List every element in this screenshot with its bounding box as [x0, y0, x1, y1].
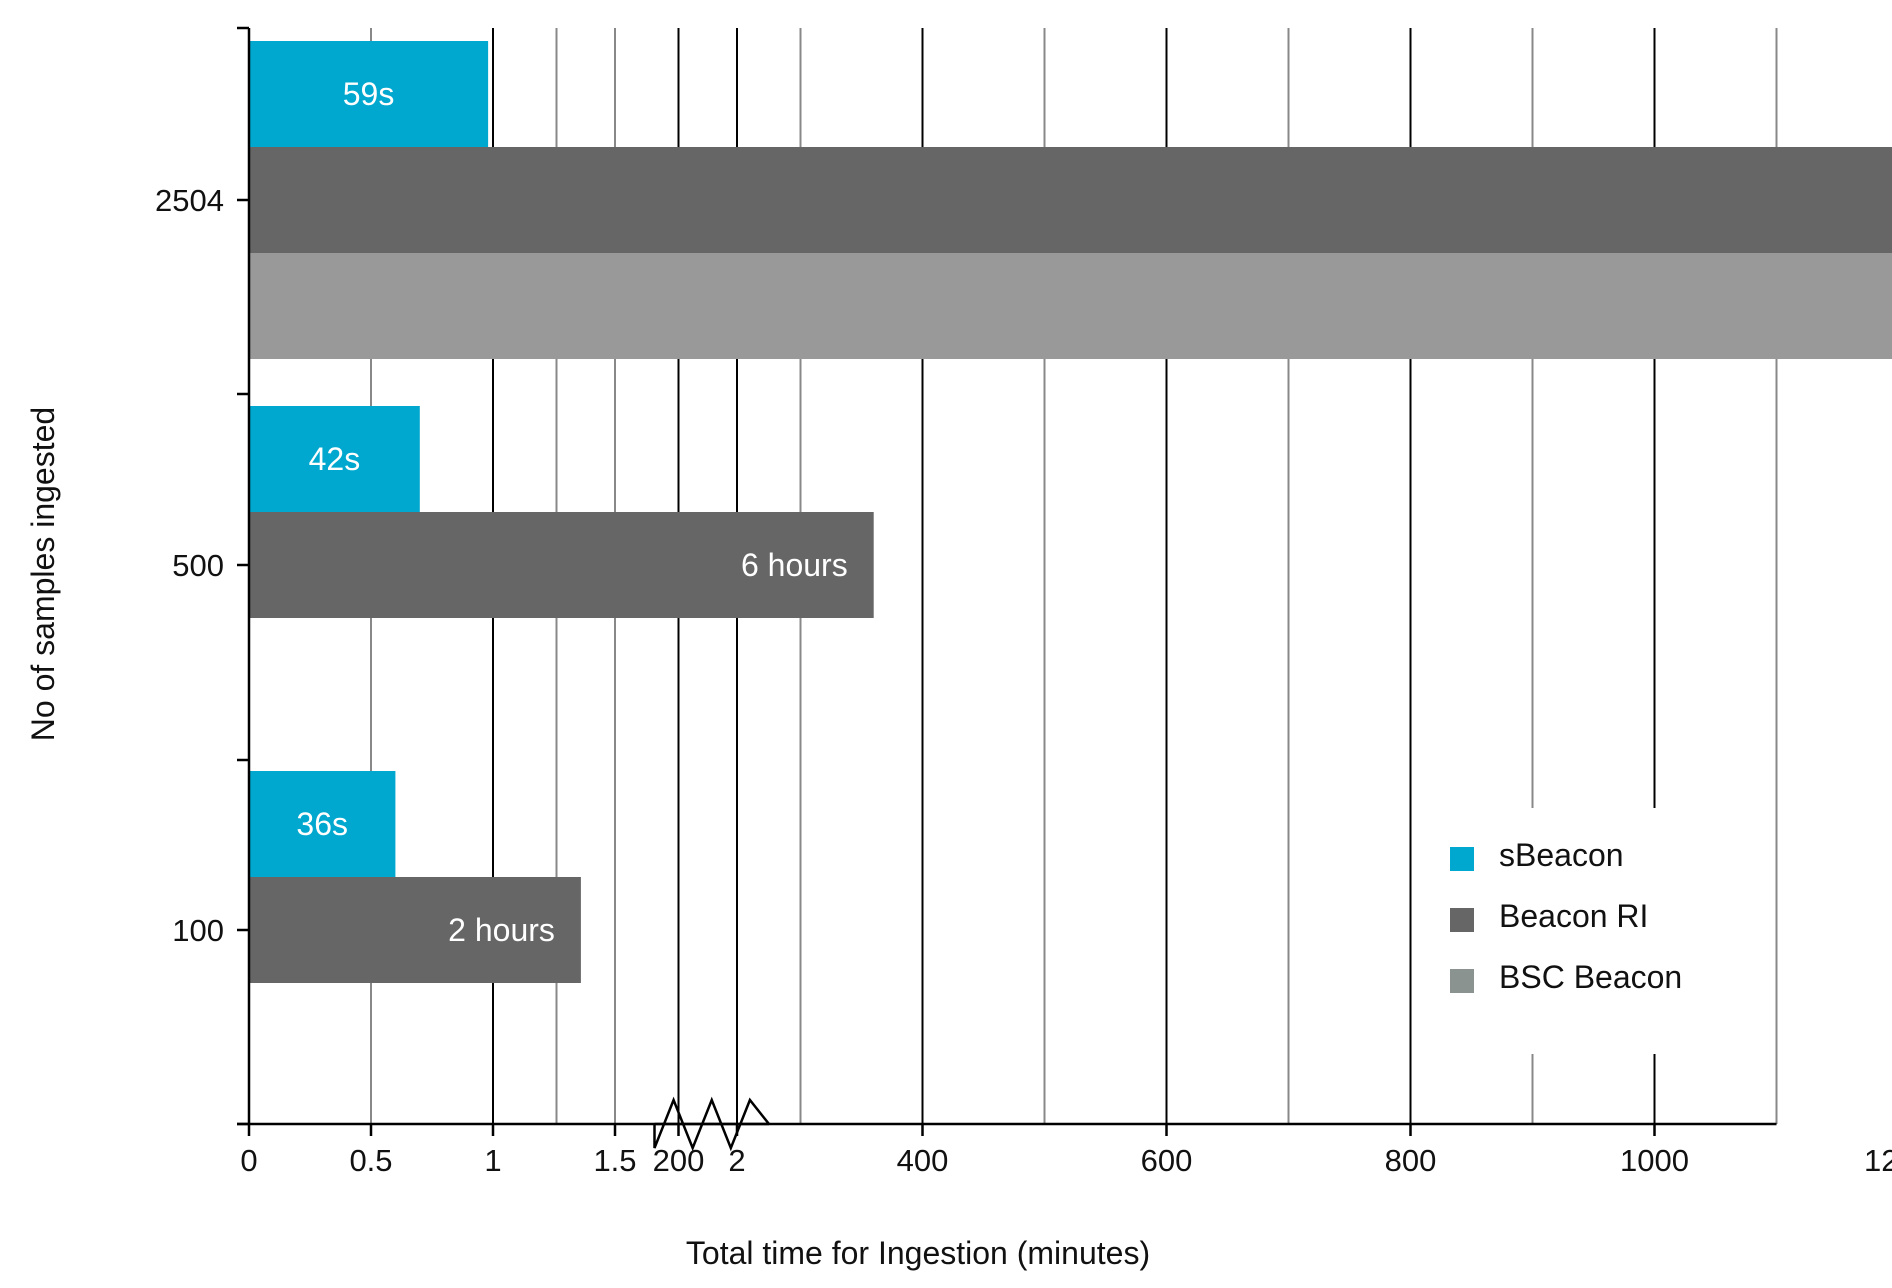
bar-beacon-ri-500 — [249, 512, 874, 618]
bar-bsc-beacon-2504 — [249, 253, 1892, 359]
x-tick-label: 400 — [897, 1143, 949, 1178]
axes: 250450010000.511.52200400600800100012001… — [155, 26, 1892, 1178]
x-tick-label: 200 — [653, 1143, 705, 1178]
legend-label: sBeacon — [1499, 837, 1624, 873]
bar-beacon-ri-100 — [249, 877, 581, 983]
x-tick-label: 1200 — [1864, 1143, 1892, 1178]
bar-sbeacon-2504 — [249, 41, 489, 147]
x-tick-label: 1.5 — [593, 1143, 636, 1178]
legend-swatch — [1450, 908, 1474, 932]
legend-label: Beacon RI — [1499, 898, 1648, 934]
x-tick-label: 1000 — [1620, 1143, 1689, 1178]
y-axis-title: No of samples ingested — [25, 407, 61, 741]
bar-value-label: 36s — [296, 806, 348, 842]
bar-value-label: 42s — [309, 441, 361, 477]
bar-value-label: 59s — [343, 76, 395, 112]
bar-value-label: 6 hours — [741, 547, 848, 583]
y-tick-label: 500 — [172, 548, 224, 583]
x-tick-label: 2 — [728, 1143, 745, 1178]
bar-beacon-ri-2504 — [249, 147, 1892, 253]
bar-sbeacon-500 — [249, 406, 420, 512]
x-tick-label: 1 — [484, 1143, 501, 1178]
y-tick-label: 100 — [172, 913, 224, 948]
x-axis-title: Total time for Ingestion (minutes) — [686, 1235, 1150, 1271]
legend-swatch — [1450, 969, 1474, 993]
y-tick-label: 2504 — [155, 183, 224, 218]
x-tick-label: 0 — [240, 1143, 257, 1178]
bar-value-label: 2 hours — [448, 912, 555, 948]
legend-label: BSC Beacon — [1499, 959, 1682, 995]
legend-swatch — [1450, 847, 1474, 871]
bar-sbeacon-100 — [249, 771, 396, 877]
x-tick-label: 800 — [1385, 1143, 1437, 1178]
legend: sBeacon Beacon RI BSC Beacon — [1418, 808, 1722, 1054]
x-tick-label: 600 — [1141, 1143, 1193, 1178]
x-tick-label: 0.5 — [349, 1143, 392, 1178]
